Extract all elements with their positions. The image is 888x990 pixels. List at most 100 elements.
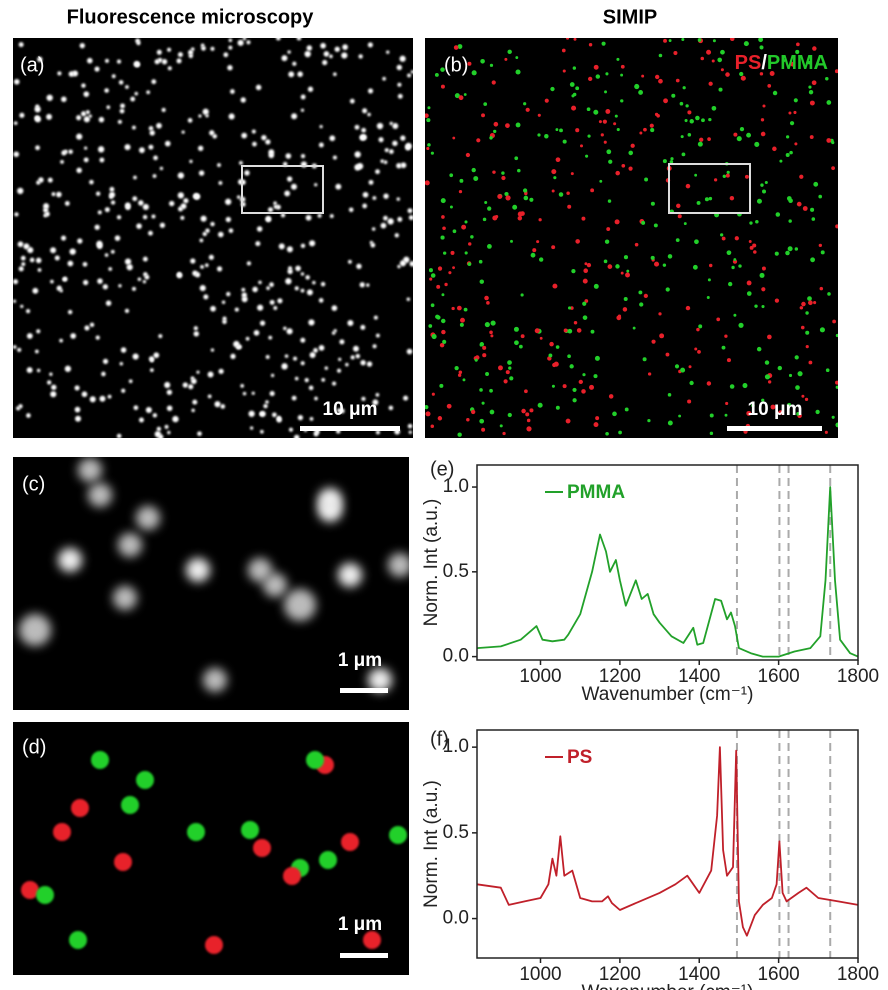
particle bbox=[487, 206, 492, 211]
x-tick-label: 1400 bbox=[678, 666, 720, 687]
particle bbox=[241, 821, 259, 839]
particle bbox=[805, 330, 810, 335]
particle bbox=[304, 50, 311, 58]
particle bbox=[761, 304, 765, 309]
particle bbox=[760, 183, 764, 187]
particle bbox=[104, 58, 109, 63]
particle bbox=[133, 405, 139, 411]
particle bbox=[265, 400, 269, 404]
particle bbox=[501, 171, 505, 175]
particle bbox=[375, 392, 380, 397]
particle bbox=[338, 357, 342, 362]
particle bbox=[399, 260, 407, 267]
particle bbox=[142, 256, 148, 262]
particle bbox=[754, 141, 760, 147]
particle bbox=[144, 274, 150, 280]
particle bbox=[650, 201, 655, 206]
particle bbox=[383, 193, 389, 199]
particle bbox=[177, 172, 185, 179]
particle bbox=[614, 219, 620, 225]
particle bbox=[787, 402, 792, 407]
particle bbox=[240, 97, 246, 103]
particle bbox=[177, 206, 183, 212]
particle bbox=[284, 190, 291, 197]
particle bbox=[764, 360, 770, 365]
particle bbox=[200, 265, 204, 269]
particle bbox=[269, 282, 274, 288]
particle bbox=[701, 118, 705, 123]
particle bbox=[603, 259, 608, 264]
particle bbox=[696, 327, 700, 332]
particle bbox=[131, 125, 136, 130]
particle bbox=[394, 233, 399, 238]
particle bbox=[158, 334, 163, 339]
particle bbox=[835, 422, 838, 428]
particle bbox=[260, 429, 264, 434]
particle bbox=[26, 413, 31, 418]
particle bbox=[729, 384, 735, 389]
particle bbox=[726, 358, 731, 363]
particle bbox=[249, 426, 254, 430]
particle bbox=[785, 152, 790, 157]
particle bbox=[736, 136, 742, 142]
particle bbox=[136, 41, 141, 46]
particle bbox=[605, 109, 611, 114]
spectrum-line bbox=[476, 486, 859, 658]
particle bbox=[435, 314, 440, 319]
particle bbox=[332, 155, 338, 160]
particle bbox=[544, 98, 549, 103]
particle bbox=[717, 57, 723, 63]
particle bbox=[442, 339, 447, 344]
particle bbox=[84, 146, 88, 150]
particle bbox=[762, 104, 766, 108]
particle bbox=[236, 195, 241, 199]
particle bbox=[34, 106, 41, 113]
particle bbox=[673, 51, 678, 56]
particles bbox=[425, 38, 838, 437]
particle bbox=[764, 180, 768, 184]
particle bbox=[359, 282, 365, 288]
particle bbox=[464, 220, 468, 224]
particle bbox=[16, 406, 21, 411]
particle bbox=[288, 427, 294, 432]
particle bbox=[283, 867, 301, 885]
particle bbox=[43, 203, 50, 210]
particle bbox=[482, 353, 487, 358]
particle bbox=[720, 49, 725, 55]
panel-label: (c) bbox=[22, 473, 45, 495]
particle bbox=[172, 415, 179, 423]
particle bbox=[295, 265, 301, 272]
particle bbox=[835, 385, 838, 389]
particle bbox=[641, 220, 646, 225]
particle bbox=[743, 41, 749, 47]
particle bbox=[811, 217, 816, 221]
particle bbox=[567, 328, 573, 334]
particle bbox=[335, 183, 342, 190]
particle bbox=[520, 334, 525, 339]
particle bbox=[663, 38, 667, 43]
particle bbox=[489, 388, 493, 393]
particle bbox=[526, 418, 531, 423]
particle bbox=[314, 183, 318, 187]
particle bbox=[290, 183, 297, 190]
particle bbox=[696, 200, 701, 205]
particle bbox=[552, 362, 557, 368]
particle bbox=[786, 196, 792, 201]
particle bbox=[744, 174, 749, 179]
particle bbox=[17, 241, 24, 248]
particle bbox=[378, 137, 384, 143]
particle bbox=[98, 116, 105, 123]
particle bbox=[492, 170, 496, 174]
particle bbox=[306, 751, 324, 769]
particle bbox=[487, 243, 492, 249]
particle bbox=[774, 298, 780, 303]
x-tick-label: 1200 bbox=[599, 666, 641, 687]
particle bbox=[818, 243, 822, 248]
particle bbox=[460, 317, 465, 323]
particle bbox=[680, 135, 684, 139]
particle bbox=[373, 315, 378, 320]
particle bbox=[297, 71, 303, 77]
x-tick-label: 1600 bbox=[757, 666, 799, 687]
particle bbox=[85, 110, 90, 115]
particle bbox=[271, 412, 277, 418]
